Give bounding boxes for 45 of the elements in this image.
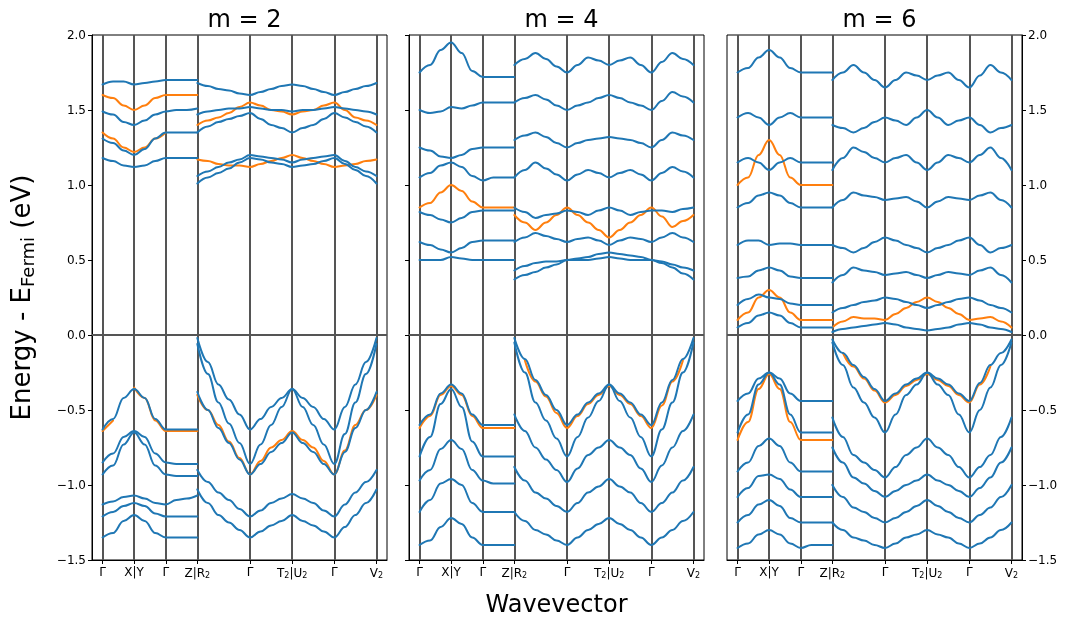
chart-title: m = 4	[524, 5, 599, 33]
y-tick-label: −0.5	[56, 403, 86, 417]
y-tick-label: 1.0	[1028, 178, 1048, 192]
x-tick-label: Γ	[162, 565, 170, 579]
x-tick-label: X|Y	[124, 565, 145, 579]
x-tick-label: Z|R2	[501, 565, 528, 580]
chart-title: m = 2	[207, 5, 282, 33]
y-tick-label: −1.0	[56, 478, 86, 492]
x-tick-label: Z|R2	[819, 565, 846, 580]
chart-title: m = 6	[842, 5, 917, 33]
y-axis-title: Energy - EFermi (eV)	[6, 174, 38, 421]
y-tick-label: 0.5	[66, 253, 86, 267]
y-tick-label: 0.0	[66, 328, 86, 342]
x-tick-label: T2|U2	[276, 565, 308, 580]
y-tick-label: 2.0	[1028, 28, 1048, 42]
x-tick-label: Z|R2	[184, 565, 211, 580]
x-tick-label: Γ	[330, 565, 338, 579]
x-axis-title: Wavevector	[485, 590, 628, 618]
y-tick-label: −1.5	[1028, 553, 1058, 567]
x-tick-label: V2	[369, 565, 384, 580]
x-tick-label: Γ	[246, 565, 254, 579]
x-tick-label: Γ	[99, 565, 107, 579]
y-tick-label: 1.5	[1028, 103, 1048, 117]
y-tick-label: 2.0	[66, 28, 86, 42]
y-tick-label: −1.0	[1028, 478, 1058, 492]
x-tick-label: Γ	[416, 565, 424, 579]
y-tick-label: 1.0	[66, 178, 86, 192]
y-tick-label: −1.5	[56, 553, 86, 567]
x-tick-label: T2|U2	[911, 565, 943, 580]
y-tick-label: −0.5	[1028, 403, 1058, 417]
x-tick-label: V2	[1004, 565, 1019, 580]
x-tick-label: Γ	[647, 565, 655, 579]
y-tick-label: 0.5	[1028, 253, 1048, 267]
x-tick-label: Γ	[734, 565, 742, 579]
x-tick-label: Γ	[563, 565, 571, 579]
x-tick-label: V2	[686, 565, 701, 580]
x-tick-label: Γ	[881, 565, 889, 579]
x-tick-label: Γ	[965, 565, 973, 579]
x-tick-label: X|Y	[441, 565, 462, 579]
y-tick-label: 1.5	[66, 103, 86, 117]
x-tick-label: X|Y	[759, 565, 780, 579]
y-tick-label: 0.0	[1028, 328, 1048, 342]
x-tick-label: Γ	[479, 565, 487, 579]
x-tick-label: T2|U2	[593, 565, 625, 580]
x-tick-label: Γ	[797, 565, 805, 579]
